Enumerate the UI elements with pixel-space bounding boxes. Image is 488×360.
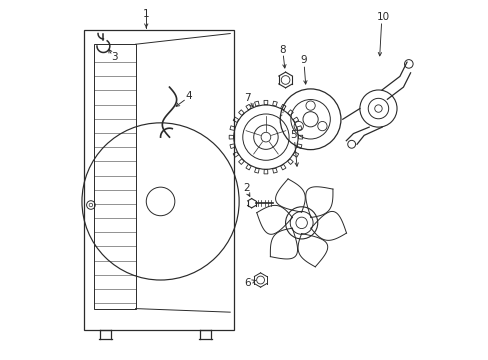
Text: 4: 4 xyxy=(185,91,192,101)
Text: 7: 7 xyxy=(244,93,250,103)
Text: 5: 5 xyxy=(290,130,297,140)
Text: 10: 10 xyxy=(376,13,389,22)
Text: 1: 1 xyxy=(142,9,149,19)
Text: 9: 9 xyxy=(300,55,306,65)
Bar xyxy=(83,30,233,330)
Text: 8: 8 xyxy=(279,45,285,55)
Text: 2: 2 xyxy=(243,183,249,193)
Text: 3: 3 xyxy=(111,52,117,62)
Bar xyxy=(94,44,135,309)
Text: 6: 6 xyxy=(244,278,250,288)
